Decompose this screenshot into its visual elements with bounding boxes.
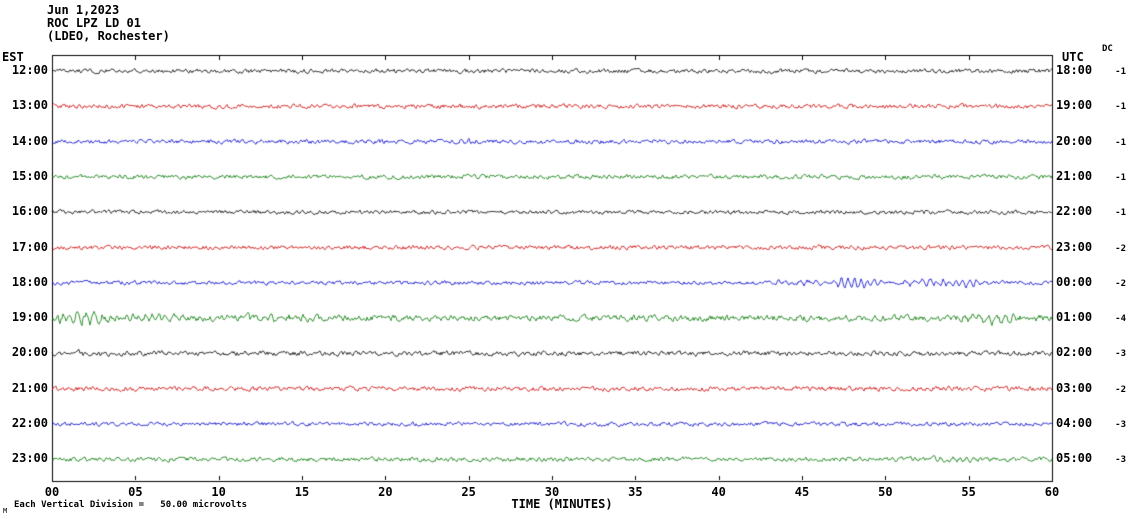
row-est-label: 23:00 [11,451,48,466]
x-tick-label: 20 [378,485,393,499]
row-est-label: 22:00 [11,416,48,430]
row-dc-value: -2 [1115,243,1126,254]
row-est-label: 20:00 [11,345,48,360]
header-location: (LDEO, Rochester) [47,29,170,43]
x-tick-label: 60 [1044,485,1060,499]
row-utc-label: 21:00 [1056,168,1093,183]
row-utc-label: 19:00 [1056,98,1093,113]
scale-note: Each Vertical Division = 50.00 microvolt… [14,500,247,510]
left-timezone-label: EST [2,50,24,64]
row-dc-value: -2 [1115,278,1126,289]
corner-mark: M [3,507,8,515]
row-dc-value: -1 [1115,172,1126,183]
x-tick-label: 35 [628,485,643,499]
row-dc-value: -1 [1115,102,1126,113]
row-utc-label: 22:00 [1056,204,1093,219]
row-utc-label: 01:00 [1056,310,1093,325]
row-utc-label: 20:00 [1056,133,1093,148]
row-dc-value: -2 [1115,384,1126,395]
header-date: Jun 1,2023 [47,3,120,17]
row-est-label: 15:00 [11,168,48,183]
row-utc-label: 00:00 [1056,274,1093,289]
row-dc-value: -1 [1115,208,1126,219]
x-tick-label: 05 [128,485,143,499]
right-timezone-label: UTC [1062,50,1084,64]
x-tick-label: 10 [211,485,226,499]
x-axis-title: TIME (MINUTES) [511,497,613,511]
row-dc-value: -4 [1115,314,1126,325]
row-dc-value: -1 [1115,137,1126,148]
row-est-label: 18:00 [11,274,48,289]
row-est-label: 16:00 [11,204,48,219]
x-tick-label: 40 [711,485,726,499]
dc-column-label: DC [1102,44,1113,54]
row-utc-label: 05:00 [1056,451,1093,466]
row-utc-label: 02:00 [1056,345,1093,360]
x-tick-label: 50 [878,485,893,499]
x-tick-label: 55 [961,485,976,499]
row-est-label: 12:00 [11,63,48,77]
x-tick-label: 00 [44,485,60,499]
row-est-label: 19:00 [11,310,48,325]
row-dc-value: -1 [1115,67,1126,77]
row-utc-label: 04:00 [1056,416,1093,430]
row-dc-value: -3 [1115,420,1126,430]
x-tick-label: 30 [544,485,560,499]
x-tick-label: 25 [461,485,476,499]
row-utc-label: 23:00 [1056,239,1093,254]
row-est-label: 21:00 [11,380,48,395]
row-dc-value: -3 [1115,349,1126,360]
row-utc-label: 18:00 [1056,63,1093,77]
row-dc-value: -3 [1115,455,1126,466]
row-est-label: 14:00 [11,133,48,148]
header-station: ROC LPZ LD 01 [47,16,141,30]
row-est-label: 13:00 [11,98,48,113]
row-utc-label: 03:00 [1056,380,1093,395]
x-tick-label: 45 [794,485,810,499]
row-est-label: 17:00 [11,239,48,254]
x-tick-label: 15 [294,485,310,499]
